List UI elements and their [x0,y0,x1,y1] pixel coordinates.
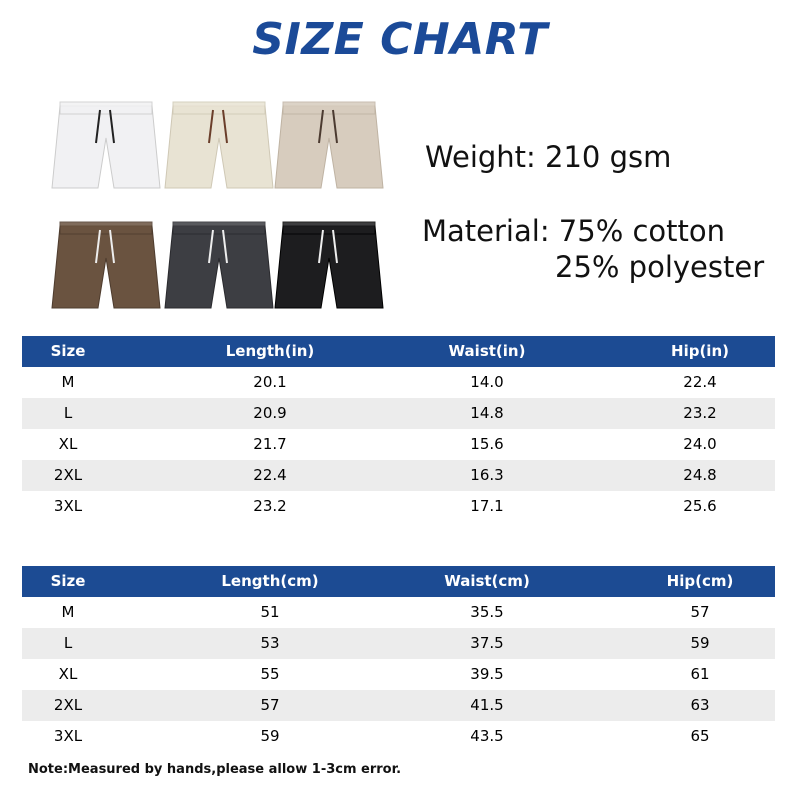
shorts-beige [274,101,384,189]
shorts-brown [51,221,161,309]
table-cell: 16.3 [470,466,504,484]
table-cell: 55 [260,665,280,683]
table-cell: 3XL [53,727,83,745]
table-cell: M [61,603,75,621]
column-header: Length(cm) [221,572,319,590]
table-cell: M [61,373,75,391]
table-cell: 21.7 [253,435,287,453]
material: Material: 75% cotton [422,214,726,248]
table-cell: 65 [690,727,710,745]
table-cell: 2XL [53,696,83,714]
table-cell: 24.0 [683,435,717,453]
table-cell: 57 [260,696,280,714]
table-cell: 22.4 [683,373,717,391]
table-row: 3XL 23.2 17.1 25.6 [22,491,775,522]
table-row: XL 55 39.5 61 [22,659,775,690]
table-row: 2XL 22.4 16.3 24.8 [22,460,775,491]
table-cell: L [63,404,73,422]
table-cell: 14.8 [470,404,504,422]
note: Note:Measured by hands,please allow 1-3c… [28,762,402,777]
table-row: L 53 37.5 59 [22,628,775,659]
table-cell: 15.6 [470,435,504,453]
table-cell: 59 [260,727,280,745]
material: 25% polyester [555,250,765,284]
table-cell: 37.5 [470,634,504,652]
table-row: M 20.1 14.0 22.4 [22,367,775,398]
table-row: L 20.9 14.8 23.2 [22,398,775,429]
size-table-in: Size Length(in) Waist(in) Hip(in) M 20.1 14.0 2… [22,336,775,522]
column-header: Hip(cm) [666,572,734,590]
table-cell: 59 [690,634,710,652]
column-header: Waist(cm) [444,572,530,590]
table-cell: 22.4 [253,466,287,484]
shorts-cream [164,101,274,189]
table-cell: 25.6 [683,497,717,515]
product-images [51,101,384,309]
header-row: Size Length(in) Waist(in) Hip(in) [22,336,775,367]
table-cell: 14.0 [470,373,504,391]
shorts-black [274,221,384,309]
table-cell: 17.1 [470,497,504,515]
table-cell: 23.2 [253,497,287,515]
column-header: Size [50,572,86,590]
table-cell: XL [58,665,78,683]
table-cell: 41.5 [470,696,504,714]
header-row: Size Length(cm) Waist(cm) Hip(cm) [22,566,775,597]
table-cell: 20.9 [253,404,287,422]
table-cell: L [63,634,73,652]
table-cell: 63 [690,696,710,714]
table-cell: 24.8 [683,466,717,484]
table-cell: 3XL [53,497,83,515]
table-cell: 61 [690,665,710,683]
table-cell: 57 [690,603,710,621]
table-cell: 23.2 [683,404,717,422]
table-row: 2XL 57 41.5 63 [22,690,775,721]
weight: Weight: 210 gsm [425,140,672,174]
table-cell: 43.5 [470,727,504,745]
column-header: Length(in) [225,342,315,360]
shorts-grey [164,221,274,309]
table-cell: 39.5 [470,665,504,683]
column-header: Hip(in) [671,342,729,360]
table-cell: 35.5 [470,603,504,621]
title: SIZE CHART [252,14,548,65]
table-row: M 51 35.5 57 [22,597,775,628]
column-header: Size [50,342,86,360]
table-row: XL 21.7 15.6 24.0 [22,429,775,460]
table-cell: XL [58,435,78,453]
table-cell: 2XL [53,466,83,484]
table-row: 3XL 59 43.5 65 [22,721,775,752]
shorts-white [51,101,161,189]
table-cell: 51 [260,603,280,621]
table-cell: 20.1 [253,373,287,391]
column-header: Waist(in) [448,342,526,360]
table-cell: 53 [260,634,280,652]
size-table-cm: Size Length(cm) Waist(cm) Hip(cm) M 51 35.5 57 L… [22,566,775,752]
